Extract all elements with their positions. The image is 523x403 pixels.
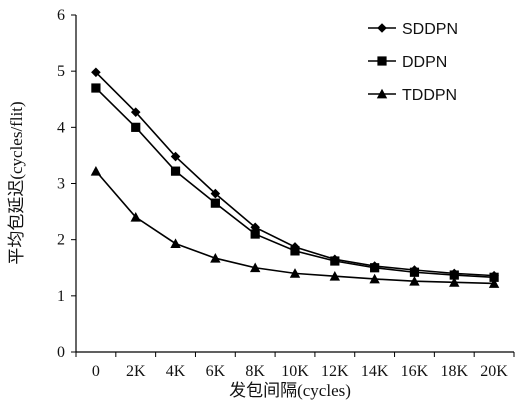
legend-marker bbox=[376, 88, 388, 99]
x-tick-label: 2K bbox=[126, 363, 146, 380]
legend-item: TDDPN bbox=[368, 87, 457, 104]
data-point bbox=[91, 67, 101, 78]
data-point bbox=[131, 122, 141, 132]
data-point bbox=[170, 166, 181, 176]
data-point bbox=[210, 188, 221, 199]
x-tick-label: 18K bbox=[440, 363, 468, 380]
y-axis-title: 平均包延迟(cycles/flit) bbox=[7, 101, 26, 264]
x-tick-label: 0 bbox=[92, 363, 100, 380]
legend-marker bbox=[377, 23, 387, 33]
data-point bbox=[130, 107, 141, 117]
data-point bbox=[369, 273, 380, 284]
legend: SDDPN DDPN TDDPN bbox=[368, 21, 458, 104]
series-ddpn bbox=[91, 83, 499, 282]
data-point bbox=[90, 165, 102, 176]
x-tick-label: 8K bbox=[245, 363, 265, 380]
data-point bbox=[329, 270, 341, 281]
data-point bbox=[130, 212, 141, 222]
data-point bbox=[449, 277, 460, 287]
x-tick-label: 16K bbox=[401, 363, 429, 380]
y-tick-label: 5 bbox=[57, 63, 65, 80]
data-point bbox=[210, 253, 221, 263]
x-tick-label: 6K bbox=[206, 363, 226, 380]
legend-label: SDDPN bbox=[402, 21, 458, 38]
x-tick-label: 10K bbox=[281, 363, 309, 380]
data-point bbox=[290, 246, 300, 256]
y-tick-label: 4 bbox=[57, 119, 65, 136]
series-tddpn bbox=[90, 165, 500, 288]
x-tick-label: 20K bbox=[480, 363, 508, 380]
x-axis-title: 发包间隔(cycles) bbox=[229, 381, 351, 400]
x-tick-label: 12K bbox=[321, 363, 349, 380]
y-tick-label: 0 bbox=[57, 344, 65, 361]
data-point bbox=[250, 229, 260, 239]
data-point bbox=[449, 270, 459, 280]
data-point bbox=[488, 278, 500, 288]
legend-label: TDDPN bbox=[402, 87, 457, 104]
y-tick-label: 1 bbox=[57, 288, 65, 305]
legend-label: DDPN bbox=[402, 54, 447, 71]
x-tick-label: 14K bbox=[361, 363, 389, 380]
data-point bbox=[409, 267, 420, 277]
axes bbox=[75, 15, 514, 353]
series-line bbox=[95, 170, 495, 285]
data-point bbox=[91, 83, 101, 93]
data-point bbox=[210, 198, 220, 208]
data-point bbox=[170, 151, 181, 162]
legend-item: DDPN bbox=[368, 54, 447, 71]
data-point bbox=[170, 238, 181, 249]
data-point bbox=[489, 272, 499, 282]
legend-marker bbox=[377, 56, 387, 66]
y-tick-label: 6 bbox=[57, 7, 65, 24]
data-point bbox=[409, 276, 420, 286]
data-point bbox=[289, 268, 301, 278]
data-point bbox=[249, 262, 261, 273]
data-point bbox=[330, 256, 340, 266]
x-tick-label: 4K bbox=[166, 363, 186, 380]
y-tick-label: 2 bbox=[57, 232, 65, 249]
y-tick-label: 3 bbox=[57, 176, 65, 193]
data-point bbox=[370, 263, 380, 273]
tick-labels: 0 1 2 3 4 5 6 0 2K 4K 6K 8K 10K 12K 14K 16K 18K 20K bbox=[57, 7, 515, 380]
series-group bbox=[90, 67, 500, 288]
legend-item: SDDPN bbox=[368, 21, 458, 38]
